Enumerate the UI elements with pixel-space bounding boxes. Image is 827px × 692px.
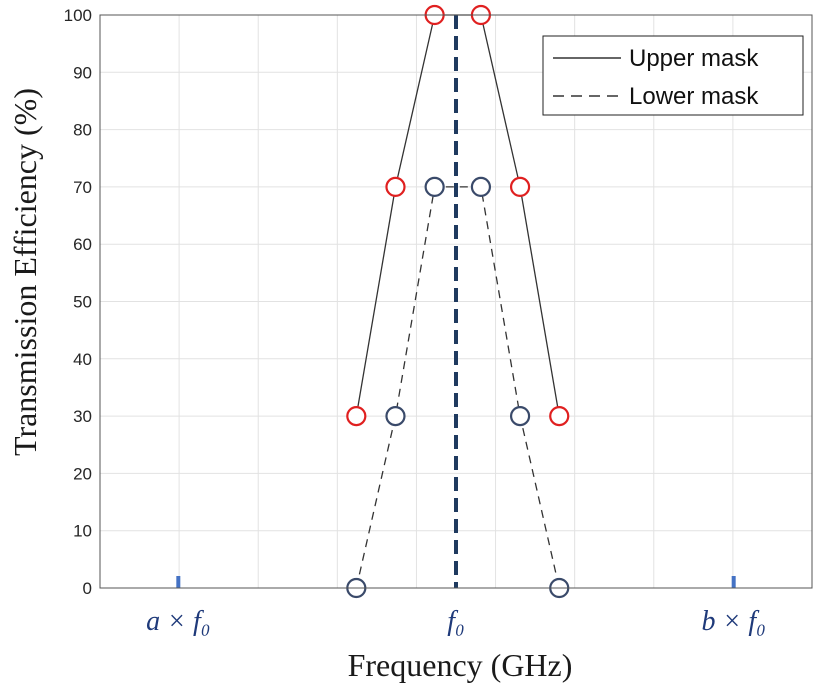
legend-box xyxy=(542,35,804,116)
data-point-lower-mask xyxy=(470,176,492,197)
x-marker-label: b × f₀ xyxy=(701,606,765,637)
x-marker-label: f₀ xyxy=(447,606,465,637)
legend-label-lower-mask: Lower mask xyxy=(629,83,759,110)
x-axis-title: Frequency (GHz) xyxy=(348,647,573,683)
legend-label-upper-mask: Upper mask xyxy=(629,45,759,72)
y-tick-label: 70 xyxy=(73,178,92,197)
data-point-upper-mask xyxy=(549,406,570,427)
data-point-upper-mask xyxy=(509,176,531,197)
data-point-upper-mask xyxy=(385,176,406,197)
y-tick-label: 10 xyxy=(73,522,92,541)
data-point-lower-mask xyxy=(509,406,531,427)
series-line-lower-mask xyxy=(355,186,560,589)
y-tick-label: 90 xyxy=(73,63,92,82)
y-tick-label: 100 xyxy=(64,6,92,25)
y-tick-labels: 0 10 20 30 40 50 60 70 80 90 100 xyxy=(64,6,92,598)
y-tick-label: 30 xyxy=(73,407,92,426)
data-point-lower-mask xyxy=(424,176,445,197)
data-point-lower-mask xyxy=(385,406,406,427)
y-tick-label: 20 xyxy=(73,464,92,483)
y-tick-label: 60 xyxy=(73,235,92,254)
y-tick-label: 80 xyxy=(73,121,92,140)
y-tick-label: 0 xyxy=(83,579,92,598)
plot-frame xyxy=(99,14,813,589)
y-tick-label: 50 xyxy=(73,293,92,312)
data-point-upper-mask xyxy=(346,406,367,427)
x-marker-label: a × f₀ xyxy=(146,606,210,637)
y-axis-title: Transmission Efficiency (%) xyxy=(7,88,43,456)
y-tick-label: 40 xyxy=(73,350,92,369)
x-markers: a × f₀ f₀ b × f₀ xyxy=(146,576,766,637)
legend: Upper mask Lower mask xyxy=(542,35,804,116)
